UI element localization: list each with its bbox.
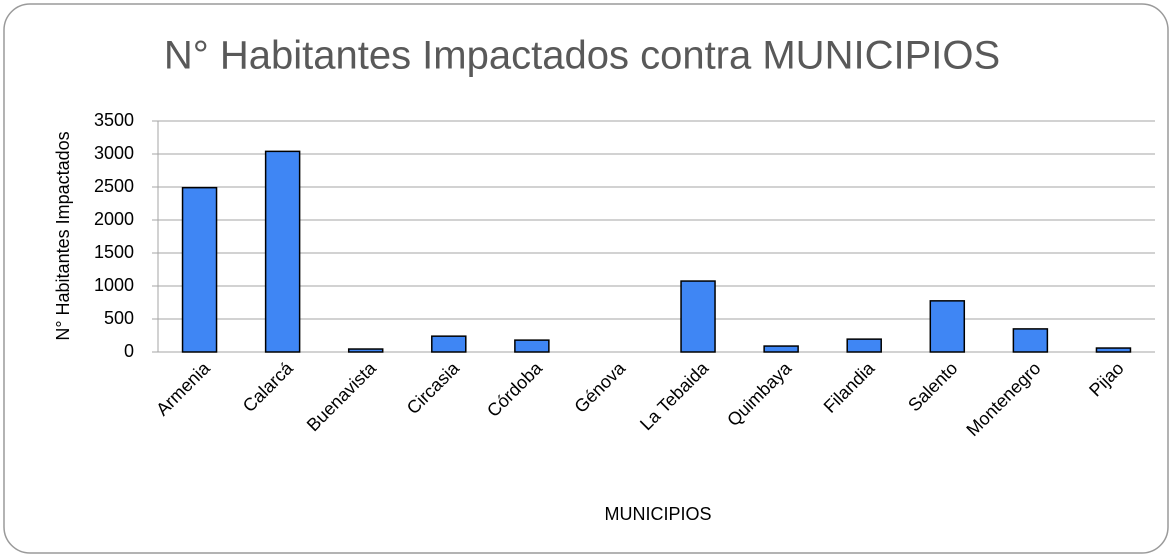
bar	[264, 150, 301, 353]
chart-frame	[3, 3, 1169, 554]
y-tick-label: 2000	[94, 209, 134, 229]
y-tick-label: 2500	[94, 176, 134, 196]
bar	[431, 335, 467, 353]
bar	[347, 348, 384, 353]
y-tick-label: 1000	[94, 275, 134, 295]
bar	[1095, 347, 1132, 353]
bar	[763, 345, 799, 353]
chart-title: N° Habitantes Impactados contra MUNICIPI…	[164, 34, 1000, 78]
bar	[181, 186, 218, 353]
bar	[929, 300, 966, 353]
bar	[680, 280, 716, 353]
bar	[1012, 328, 1049, 353]
y-tick-label: 500	[104, 308, 134, 328]
y-tick-label: 1500	[94, 242, 134, 262]
x-axis-title: MUNICIPIOS	[604, 504, 711, 524]
y-axis-title: N° Habitantes Impactados	[53, 131, 73, 340]
bar	[514, 339, 550, 353]
y-tick-label: 0	[124, 341, 134, 361]
y-tick-label: 3000	[94, 143, 134, 163]
bar	[846, 338, 882, 353]
y-tick-label: 3500	[94, 110, 134, 130]
